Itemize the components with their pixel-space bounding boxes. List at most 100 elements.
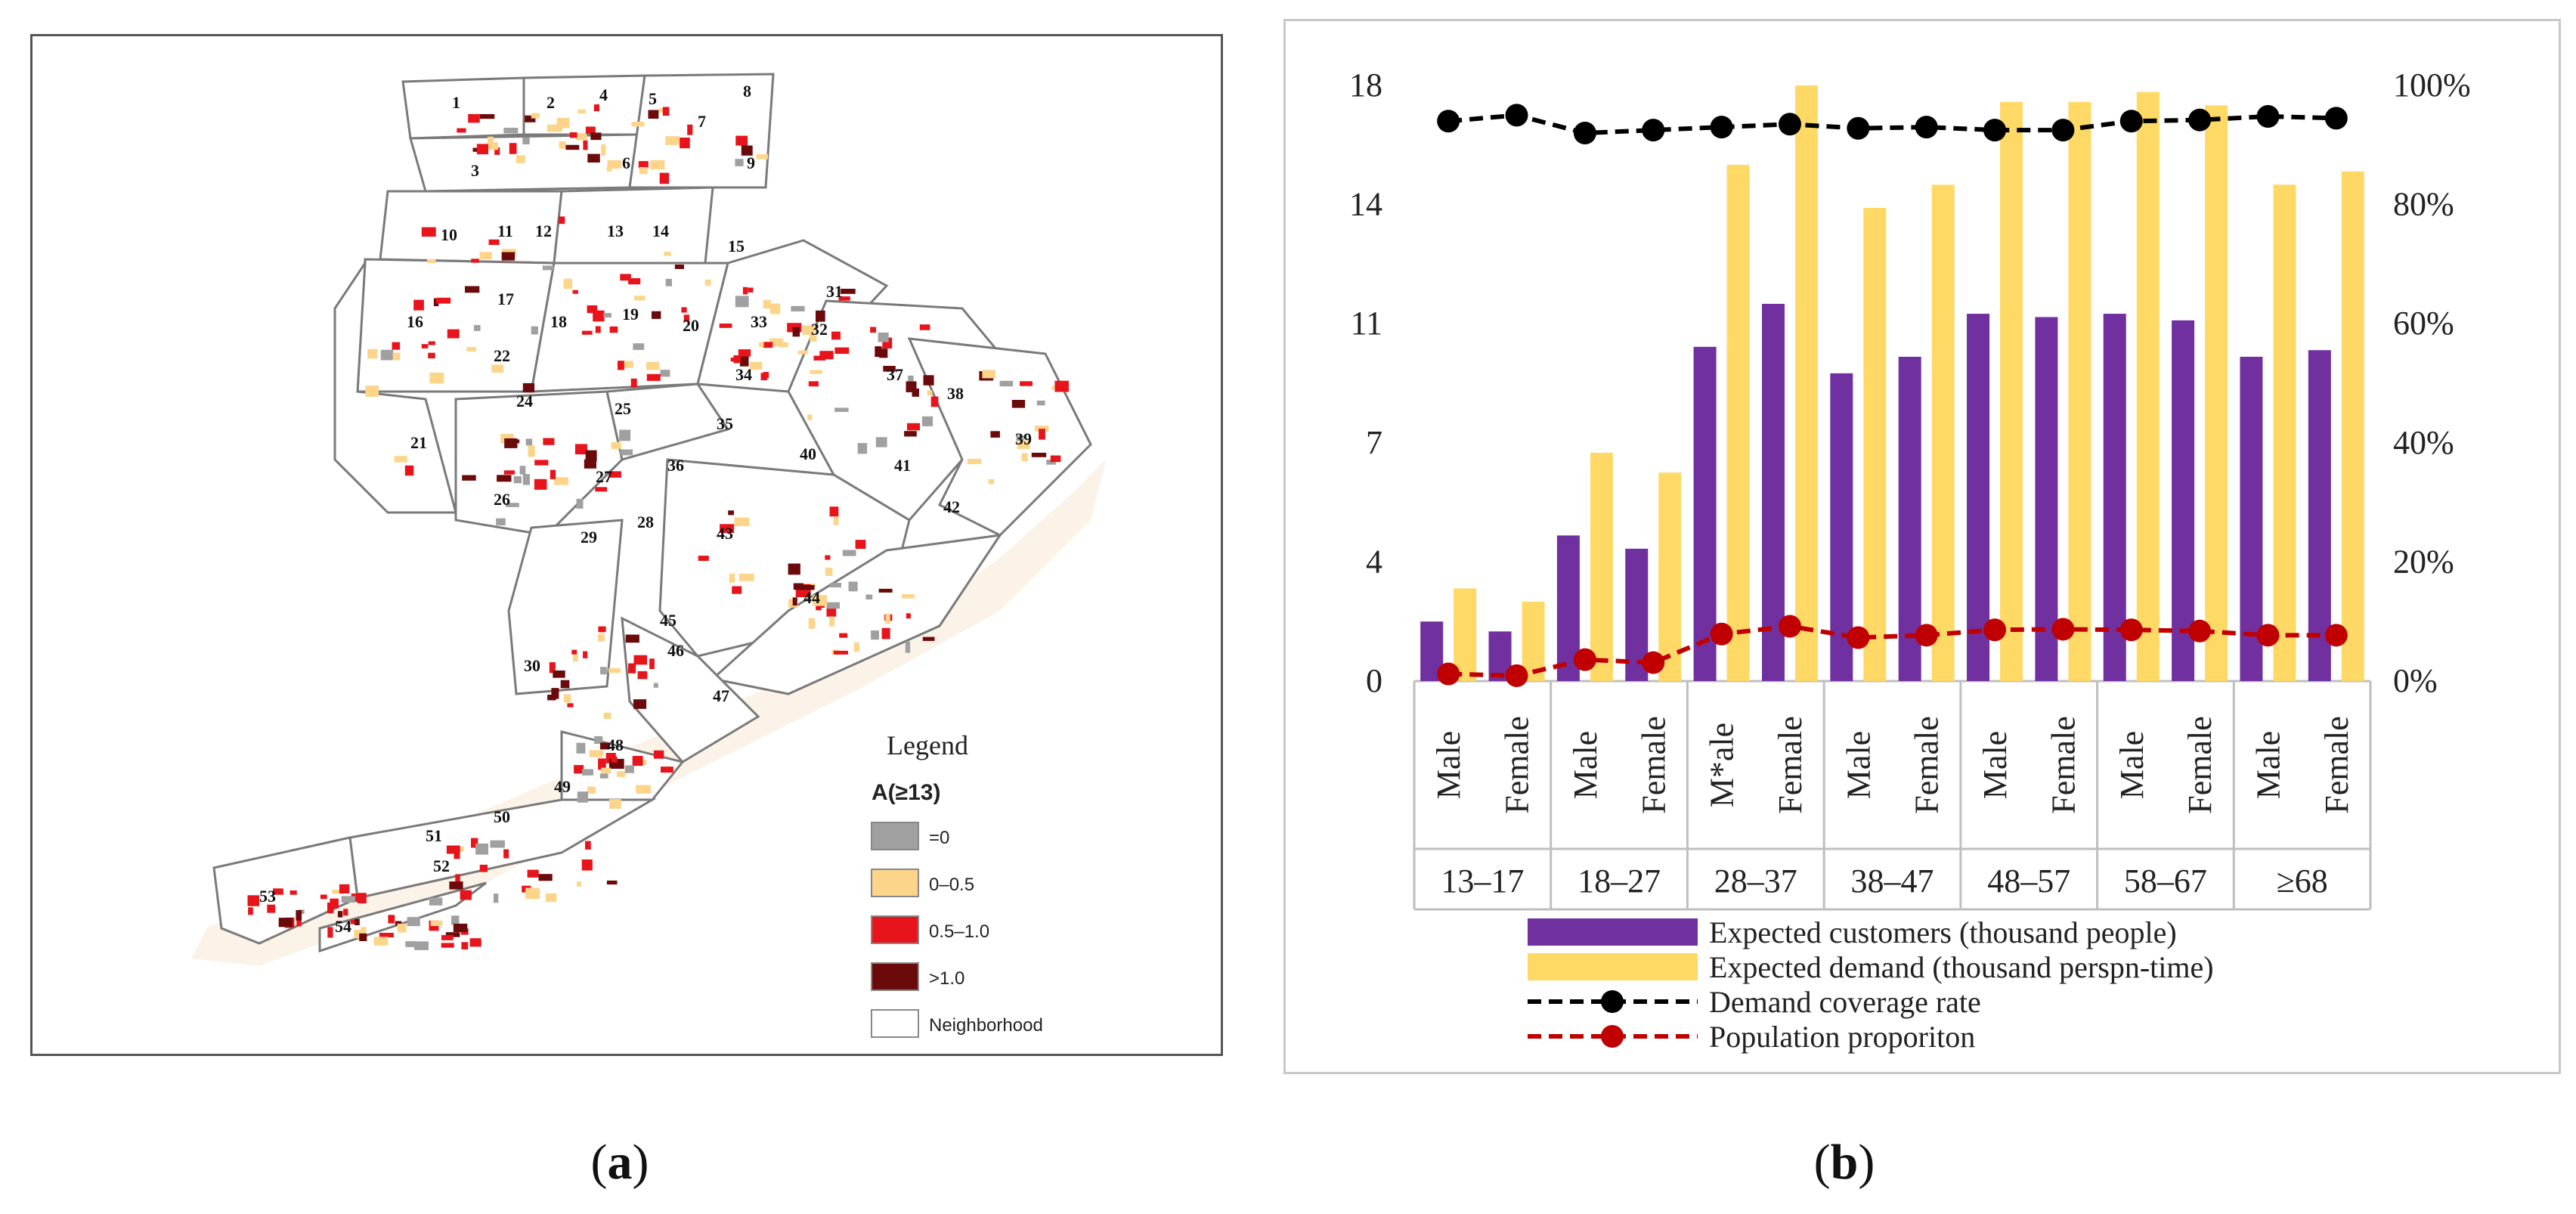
building-block bbox=[490, 840, 505, 848]
building-block bbox=[810, 335, 817, 342]
building-block bbox=[728, 510, 734, 516]
building-block bbox=[1021, 453, 1028, 462]
building-block bbox=[665, 136, 680, 145]
building-block bbox=[763, 299, 771, 309]
building-block bbox=[598, 758, 606, 770]
neighborhood-number: 33 bbox=[751, 312, 767, 331]
building-block bbox=[359, 933, 367, 941]
building-block bbox=[922, 636, 935, 641]
building-block bbox=[1054, 380, 1069, 392]
neighborhood-number: 4 bbox=[599, 85, 608, 104]
building-block bbox=[576, 133, 587, 141]
building-block bbox=[756, 153, 768, 159]
building-block bbox=[871, 630, 879, 640]
neighborhood-number: 48 bbox=[607, 736, 624, 754]
point-population bbox=[1915, 624, 1938, 647]
building-block bbox=[990, 431, 1000, 438]
building-block bbox=[546, 124, 562, 132]
building-block bbox=[551, 688, 559, 699]
building-block bbox=[1036, 400, 1045, 406]
chart-panel: 0 4 7 11 14 18 0% 20% 40% 60% 80% 100% Male Female Ma… bbox=[1283, 19, 2561, 1074]
bar-demand bbox=[1658, 472, 1682, 681]
neighborhood-number: 43 bbox=[717, 524, 733, 543]
building-block bbox=[367, 348, 378, 359]
building-block bbox=[445, 932, 460, 937]
building-block bbox=[453, 923, 468, 932]
building-block bbox=[1046, 460, 1056, 465]
building-block bbox=[729, 573, 735, 583]
building-block bbox=[646, 373, 661, 381]
building-block bbox=[341, 896, 355, 903]
legend-label: 0.5–1.0 bbox=[929, 921, 989, 942]
building-block bbox=[455, 874, 460, 882]
building-block bbox=[881, 627, 890, 640]
building-block bbox=[553, 670, 565, 678]
building-block bbox=[742, 286, 748, 295]
building-block bbox=[593, 310, 605, 322]
neighborhood-outline bbox=[507, 519, 624, 695]
y-tick-right: 60% bbox=[2393, 305, 2454, 342]
building-block bbox=[769, 338, 784, 347]
building-block bbox=[816, 310, 825, 322]
building-block bbox=[421, 227, 436, 237]
legend-customers-label: Expected customers (thousand people) bbox=[1709, 915, 2177, 949]
caption-a: (a) bbox=[590, 1135, 649, 1190]
neighborhood-outline bbox=[379, 190, 563, 265]
neighborhood-number: 41 bbox=[894, 456, 911, 475]
building-block bbox=[848, 581, 858, 592]
building-block bbox=[907, 423, 920, 431]
building-block bbox=[395, 921, 402, 926]
neighborhood-outline bbox=[605, 382, 730, 461]
building-block bbox=[413, 299, 424, 311]
building-block bbox=[802, 325, 816, 335]
point-population bbox=[2324, 624, 2348, 647]
legend-coverage-label: Demand coverage rate bbox=[1709, 985, 1981, 1019]
building-block bbox=[357, 893, 367, 904]
building-block bbox=[549, 662, 556, 674]
building-block bbox=[522, 137, 530, 144]
building-block bbox=[465, 286, 480, 293]
building-block bbox=[619, 429, 631, 441]
neighborhood-number: 38 bbox=[947, 384, 964, 403]
x-group-label: 28–37 bbox=[1714, 862, 1797, 900]
point-coverage bbox=[2119, 110, 2143, 133]
building-block bbox=[296, 920, 302, 927]
building-block bbox=[732, 586, 742, 594]
caption-b: (b) bbox=[1813, 1135, 1875, 1190]
building-block bbox=[469, 938, 481, 947]
bar-demand bbox=[2000, 101, 2023, 681]
point-population bbox=[2256, 624, 2280, 647]
neighborhood-number: 1 bbox=[452, 93, 460, 112]
building-block bbox=[855, 540, 866, 550]
building-block bbox=[501, 252, 516, 261]
y-tick-right: 40% bbox=[2393, 424, 2454, 461]
building-block bbox=[589, 750, 604, 757]
building-block bbox=[680, 138, 690, 149]
building-block bbox=[414, 941, 429, 950]
point-coverage bbox=[2188, 108, 2212, 132]
building-block bbox=[624, 765, 634, 773]
building-block bbox=[760, 373, 767, 381]
building-block bbox=[628, 663, 636, 674]
point-coverage bbox=[1778, 113, 1801, 136]
building-block bbox=[584, 459, 596, 469]
building-block bbox=[628, 278, 641, 285]
y-tick-left: 11 bbox=[1351, 305, 1382, 342]
neighborhood-number: 19 bbox=[622, 305, 639, 324]
x-category-label: Female bbox=[2318, 716, 2355, 814]
building-block bbox=[462, 475, 476, 481]
legend-population-marker bbox=[1601, 1025, 1624, 1048]
point-population bbox=[1710, 622, 1733, 646]
x-category-label: M*ale bbox=[1704, 723, 1741, 807]
building-block bbox=[405, 941, 416, 947]
neighborhood-number: 11 bbox=[497, 221, 513, 240]
building-block bbox=[472, 147, 481, 152]
neighborhood-number: 21 bbox=[410, 433, 427, 452]
building-block bbox=[750, 361, 763, 370]
neighborhood-number: 18 bbox=[550, 312, 567, 331]
building-block bbox=[905, 641, 911, 653]
x-category-label: Male bbox=[2249, 731, 2287, 799]
building-block bbox=[601, 767, 611, 774]
point-population bbox=[1505, 664, 1528, 687]
building-block bbox=[574, 444, 587, 455]
